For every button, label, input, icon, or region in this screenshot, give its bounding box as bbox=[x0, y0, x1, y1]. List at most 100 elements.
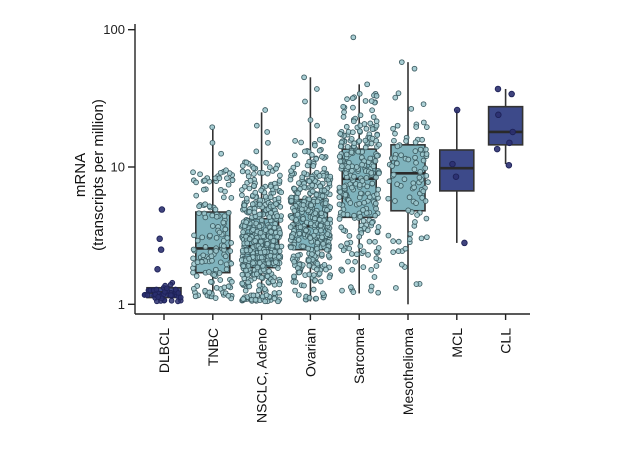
data-point bbox=[220, 219, 227, 226]
box bbox=[438, 149, 475, 192]
data-point bbox=[252, 238, 259, 244]
data-point bbox=[156, 235, 163, 243]
data-point bbox=[258, 187, 264, 194]
data-point bbox=[370, 114, 377, 120]
data-point bbox=[256, 282, 263, 289]
data-point bbox=[376, 170, 382, 177]
data-point bbox=[252, 297, 259, 303]
data-point bbox=[175, 290, 182, 296]
data-point bbox=[225, 209, 232, 216]
data-point bbox=[306, 271, 313, 278]
data-point bbox=[307, 117, 314, 123]
data-point bbox=[339, 163, 345, 169]
data-point bbox=[296, 269, 303, 276]
x-category-label: TNBC bbox=[205, 328, 221, 366]
data-point bbox=[509, 128, 516, 136]
points bbox=[190, 124, 236, 302]
data-point bbox=[209, 257, 215, 264]
data-point bbox=[369, 135, 376, 142]
data-point bbox=[340, 247, 347, 254]
data-point bbox=[197, 171, 203, 178]
data-point bbox=[357, 128, 363, 134]
data-point bbox=[229, 278, 235, 285]
series-dlbcl bbox=[141, 206, 184, 305]
data-point bbox=[218, 150, 224, 157]
data-point bbox=[266, 164, 273, 171]
data-point bbox=[374, 153, 380, 159]
data-point bbox=[375, 224, 382, 230]
data-point bbox=[411, 166, 418, 173]
data-point bbox=[191, 232, 197, 239]
data-point bbox=[296, 230, 303, 237]
data-point bbox=[344, 240, 350, 247]
data-point bbox=[322, 200, 329, 207]
y-axis-title-line1: mRNA bbox=[72, 153, 89, 197]
data-point bbox=[291, 208, 298, 214]
data-point bbox=[288, 244, 294, 251]
data-point bbox=[422, 198, 429, 204]
data-point bbox=[376, 141, 382, 148]
data-point bbox=[356, 233, 363, 240]
series-ovarian bbox=[287, 74, 334, 303]
data-point bbox=[258, 217, 265, 224]
data-point bbox=[277, 204, 284, 210]
series-cll bbox=[487, 85, 524, 169]
data-point bbox=[336, 216, 343, 222]
data-point bbox=[288, 168, 294, 174]
data-point bbox=[267, 194, 274, 201]
data-point bbox=[405, 207, 412, 214]
data-point bbox=[212, 206, 219, 213]
data-point bbox=[157, 246, 165, 253]
data-point bbox=[271, 290, 278, 296]
data-point bbox=[349, 184, 355, 191]
data-point bbox=[394, 181, 400, 188]
y-tick-label: 1 bbox=[118, 297, 125, 312]
data-point bbox=[392, 155, 398, 162]
data-point bbox=[336, 184, 343, 191]
data-point bbox=[163, 285, 170, 292]
data-point bbox=[417, 168, 424, 175]
data-point bbox=[317, 183, 323, 190]
data-point bbox=[365, 251, 371, 258]
data-point bbox=[316, 147, 323, 154]
points bbox=[238, 107, 285, 305]
data-point bbox=[240, 229, 246, 235]
data-point bbox=[318, 210, 325, 217]
data-point bbox=[167, 281, 174, 288]
data-point bbox=[323, 266, 329, 273]
data-point bbox=[361, 199, 368, 206]
data-point bbox=[301, 282, 307, 289]
data-point bbox=[314, 239, 321, 246]
points bbox=[449, 106, 468, 247]
data-point bbox=[349, 266, 356, 273]
data-point bbox=[250, 165, 257, 171]
data-point bbox=[350, 34, 357, 41]
data-point bbox=[306, 196, 313, 203]
data-point bbox=[326, 274, 333, 281]
data-point bbox=[324, 207, 330, 213]
data-point bbox=[374, 228, 381, 235]
data-point bbox=[209, 124, 216, 131]
data-point bbox=[266, 268, 272, 275]
data-point bbox=[190, 255, 196, 262]
data-point bbox=[309, 182, 316, 189]
data-point bbox=[202, 201, 208, 208]
data-point bbox=[423, 124, 430, 130]
data-point bbox=[391, 137, 397, 144]
data-point bbox=[405, 156, 412, 163]
data-point bbox=[345, 258, 351, 265]
data-point bbox=[373, 255, 380, 262]
data-point bbox=[339, 267, 346, 274]
data-point bbox=[411, 65, 418, 72]
data-point bbox=[372, 158, 379, 164]
data-point bbox=[356, 182, 363, 188]
data-point bbox=[226, 170, 233, 177]
data-point bbox=[246, 236, 253, 242]
data-point bbox=[313, 266, 320, 273]
data-point bbox=[309, 251, 315, 257]
data-point bbox=[270, 238, 277, 244]
data-point bbox=[422, 165, 429, 171]
data-point bbox=[352, 258, 358, 265]
points bbox=[287, 74, 334, 303]
